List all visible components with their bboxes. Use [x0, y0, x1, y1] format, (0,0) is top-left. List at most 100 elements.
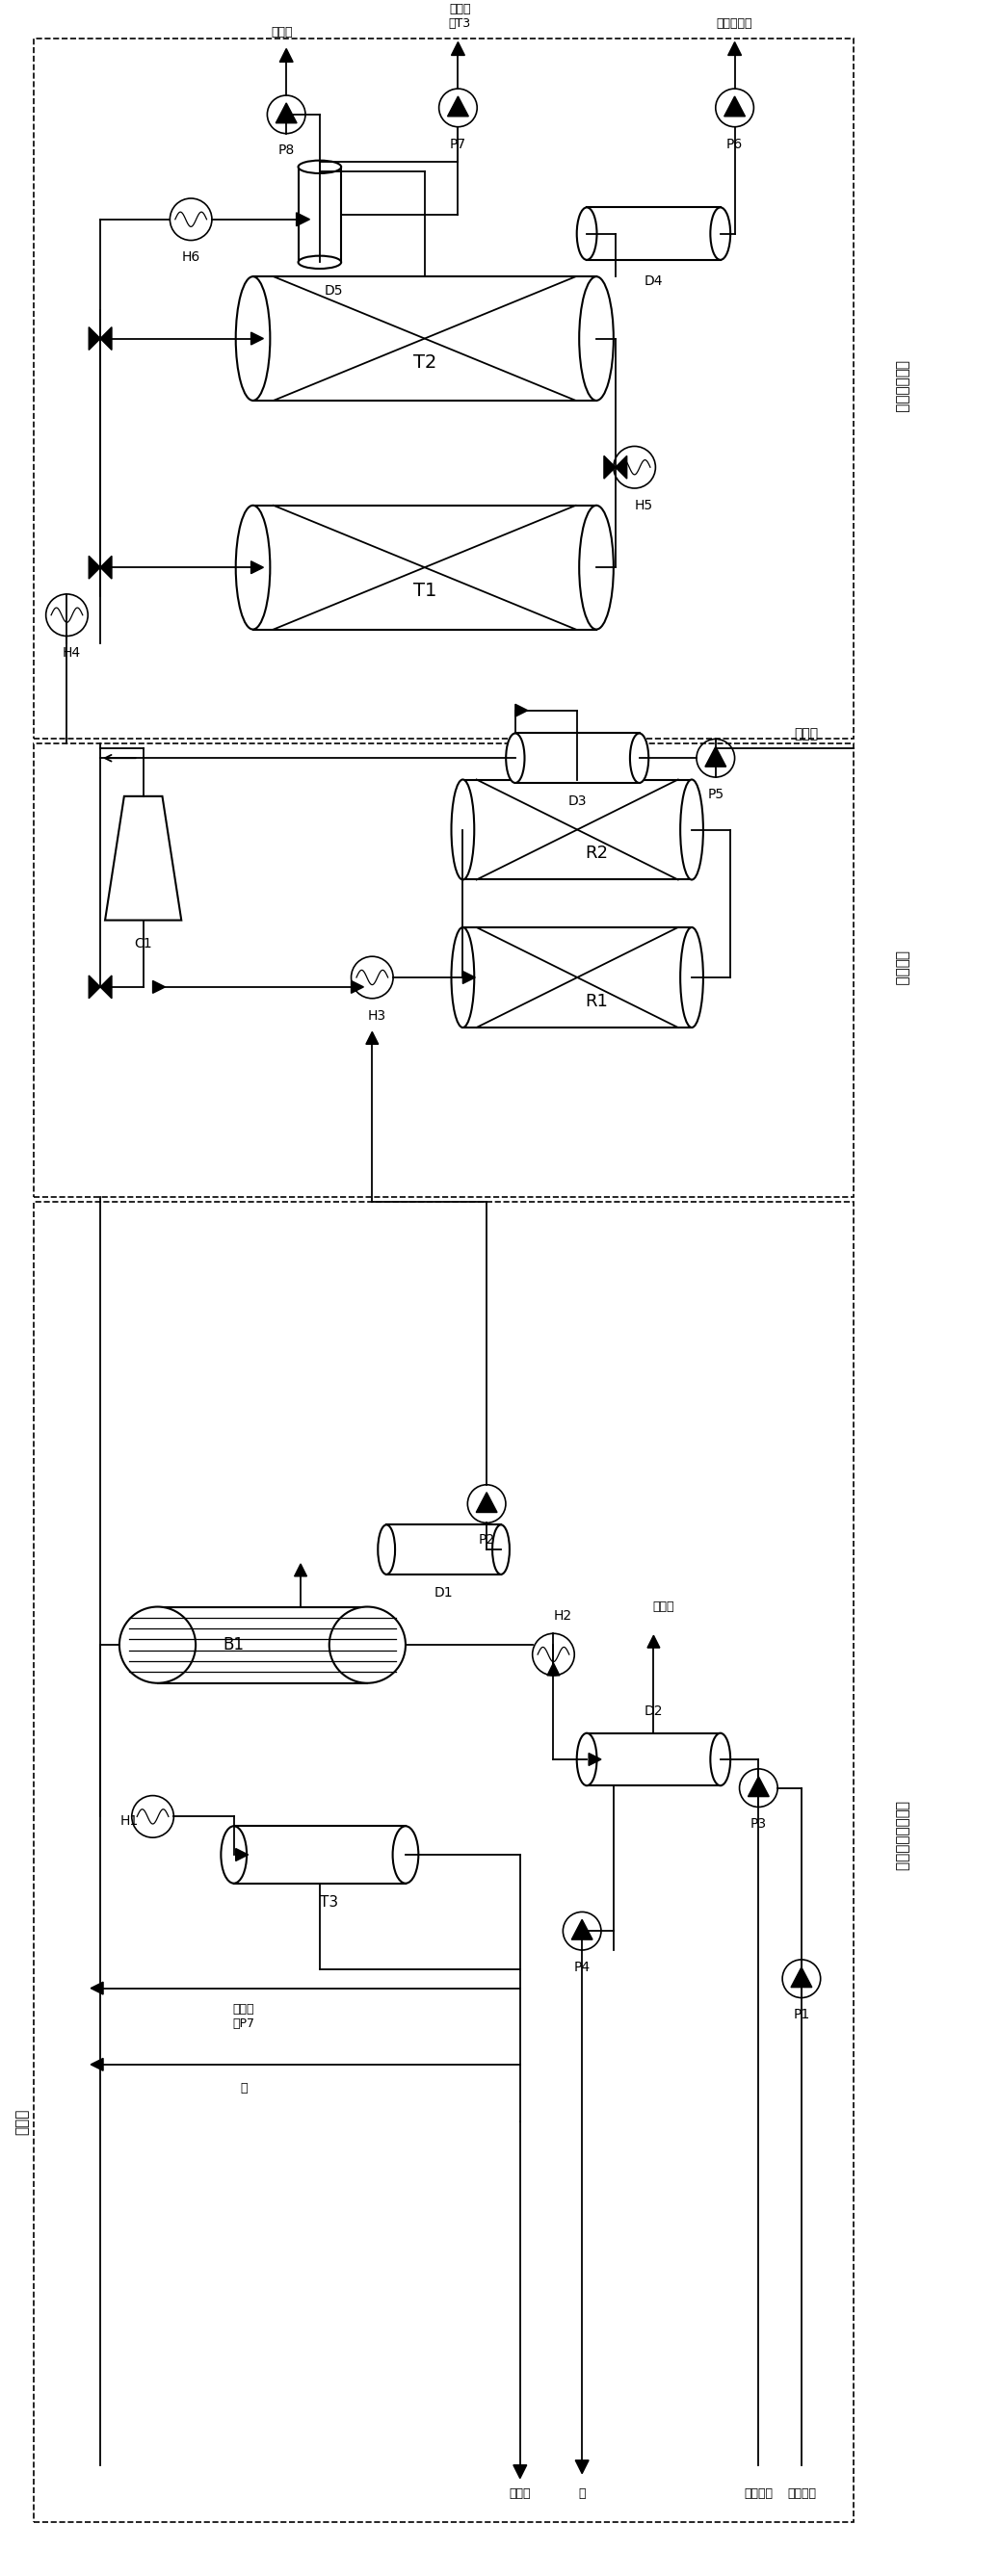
- Polygon shape: [89, 976, 112, 999]
- Ellipse shape: [236, 276, 270, 399]
- Bar: [463, 781, 692, 878]
- Text: P1: P1: [793, 2009, 810, 2022]
- Polygon shape: [604, 456, 627, 479]
- Bar: [587, 1734, 720, 1785]
- Polygon shape: [296, 214, 310, 227]
- Ellipse shape: [236, 505, 270, 629]
- Polygon shape: [575, 2460, 589, 2473]
- Ellipse shape: [451, 781, 474, 878]
- Bar: [298, 167, 341, 263]
- Polygon shape: [515, 703, 528, 716]
- Text: 再生液
去T3: 再生液 去T3: [449, 3, 471, 28]
- Polygon shape: [105, 796, 181, 920]
- Text: 水: 水: [240, 2081, 247, 2094]
- Text: T2: T2: [413, 353, 436, 371]
- Text: 低碳混合醇: 低碳混合醇: [717, 18, 753, 28]
- Bar: [515, 734, 639, 783]
- Text: 吸附脱水单元: 吸附脱水单元: [894, 361, 909, 412]
- Ellipse shape: [680, 927, 703, 1028]
- Polygon shape: [791, 1968, 812, 1986]
- Ellipse shape: [451, 927, 474, 1028]
- Ellipse shape: [298, 160, 341, 173]
- Text: R1: R1: [585, 992, 608, 1010]
- Text: 原料轻醇: 原料轻醇: [744, 2488, 773, 2499]
- Ellipse shape: [577, 209, 597, 260]
- Polygon shape: [236, 1850, 248, 1860]
- Ellipse shape: [329, 1607, 406, 1682]
- Text: H3: H3: [368, 1010, 386, 1023]
- Text: H5: H5: [635, 500, 653, 513]
- Bar: [386, 1525, 501, 1574]
- Text: P5: P5: [707, 788, 724, 801]
- Bar: [587, 209, 720, 260]
- Ellipse shape: [506, 734, 525, 783]
- Bar: [253, 505, 596, 629]
- Bar: [234, 1826, 406, 1883]
- Text: 排空气: 排空气: [652, 1600, 674, 1613]
- Text: D2: D2: [644, 1705, 663, 1718]
- Text: D3: D3: [568, 793, 587, 809]
- Text: B1: B1: [223, 1636, 244, 1654]
- Polygon shape: [589, 1754, 601, 1765]
- Polygon shape: [705, 747, 726, 768]
- Ellipse shape: [119, 1607, 196, 1682]
- Polygon shape: [451, 41, 465, 54]
- Polygon shape: [351, 981, 364, 994]
- Polygon shape: [748, 1777, 769, 1795]
- Polygon shape: [547, 1664, 560, 1674]
- Polygon shape: [572, 1919, 593, 1940]
- Text: 新鲜氢: 新鲜氢: [794, 726, 818, 742]
- Ellipse shape: [710, 209, 730, 260]
- Text: 原料轻醇: 原料轻醇: [787, 2488, 816, 2499]
- Polygon shape: [647, 1636, 660, 1649]
- Polygon shape: [89, 556, 112, 580]
- Bar: [158, 1607, 367, 1682]
- Ellipse shape: [710, 1734, 730, 1785]
- Polygon shape: [724, 95, 745, 116]
- Text: P8: P8: [278, 144, 295, 157]
- Polygon shape: [294, 1564, 307, 1577]
- Text: P2: P2: [478, 1533, 495, 1546]
- Text: 水: 水: [578, 2488, 586, 2499]
- Bar: [463, 927, 692, 1028]
- Polygon shape: [251, 332, 263, 345]
- Ellipse shape: [577, 1734, 597, 1785]
- Ellipse shape: [492, 1525, 510, 1574]
- Polygon shape: [91, 2058, 103, 2071]
- Text: H2: H2: [554, 1610, 572, 1623]
- Text: 新鲜氢: 新鲜氢: [15, 2110, 29, 2136]
- Polygon shape: [513, 2465, 527, 2478]
- Ellipse shape: [579, 276, 614, 399]
- Polygon shape: [476, 1492, 497, 1512]
- Text: C1: C1: [134, 938, 152, 951]
- Text: D5: D5: [324, 283, 343, 299]
- Text: T1: T1: [413, 582, 436, 600]
- Ellipse shape: [298, 255, 341, 268]
- Text: H4: H4: [62, 647, 81, 659]
- Text: H6: H6: [182, 250, 200, 265]
- Text: 排空气: 排空气: [271, 26, 292, 39]
- Text: 排空气: 排空气: [509, 2488, 531, 2499]
- Bar: [34, 1200, 854, 2522]
- Polygon shape: [728, 41, 741, 54]
- Polygon shape: [276, 103, 297, 124]
- Ellipse shape: [378, 1525, 395, 1574]
- Polygon shape: [448, 95, 469, 116]
- Polygon shape: [251, 562, 263, 574]
- Polygon shape: [366, 1033, 378, 1043]
- Text: D4: D4: [644, 276, 663, 289]
- Text: 渗透汽化脱水单元: 渗透汽化脱水单元: [894, 1801, 909, 1870]
- Text: T3: T3: [320, 1896, 338, 1909]
- Text: 加氢单元: 加氢单元: [894, 951, 909, 987]
- Bar: [34, 744, 854, 1198]
- Text: P4: P4: [574, 1960, 590, 1973]
- Ellipse shape: [393, 1826, 418, 1883]
- Polygon shape: [89, 327, 112, 350]
- Text: H1: H1: [120, 1814, 138, 1829]
- Bar: [253, 276, 596, 399]
- Polygon shape: [91, 1981, 103, 1994]
- Text: P6: P6: [726, 137, 743, 152]
- Polygon shape: [280, 49, 293, 62]
- Text: D1: D1: [434, 1587, 453, 1600]
- Polygon shape: [463, 971, 475, 984]
